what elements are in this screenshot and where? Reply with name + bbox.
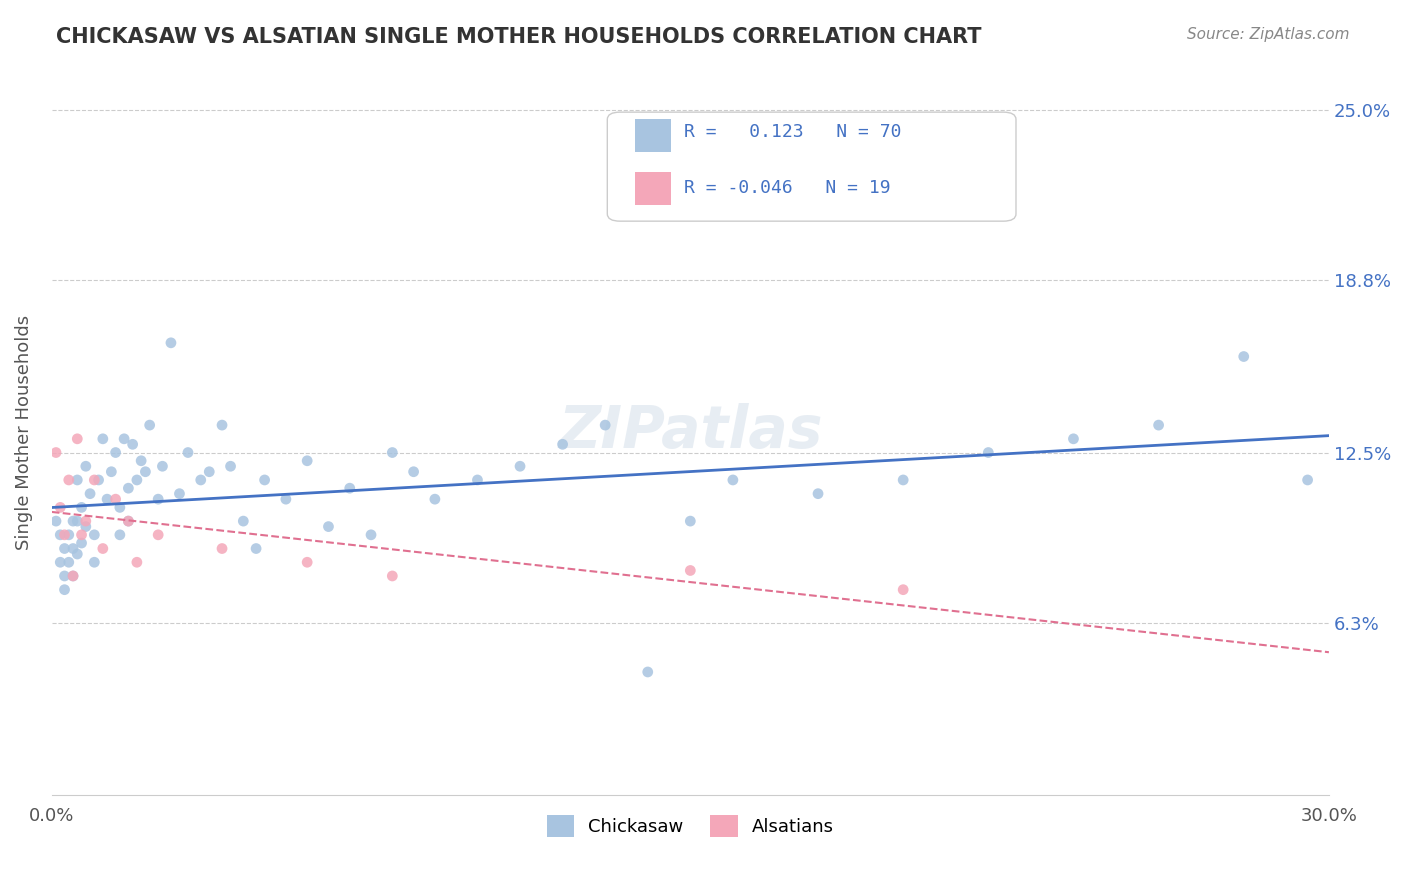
- Point: [138, 418, 160, 433]
- Point: [91, 541, 114, 556]
- Point: [148, 528, 170, 542]
- Point: [117, 514, 139, 528]
- Point: [509, 459, 531, 474]
- Point: [423, 492, 446, 507]
- Point: [79, 486, 101, 500]
- Point: [62, 569, 84, 583]
- Point: [679, 514, 702, 528]
- Point: [75, 459, 97, 474]
- Point: [467, 473, 489, 487]
- Point: [70, 528, 93, 542]
- Point: [381, 445, 404, 459]
- Point: [66, 514, 89, 528]
- Point: [66, 473, 89, 487]
- Point: [134, 465, 156, 479]
- Point: [66, 432, 89, 446]
- Point: [112, 432, 135, 446]
- Point: [70, 500, 93, 515]
- Point: [211, 418, 233, 433]
- Point: [891, 473, 914, 487]
- Bar: [636, 172, 671, 205]
- Point: [45, 445, 67, 459]
- Point: [245, 541, 267, 556]
- Text: ZIPatlas: ZIPatlas: [558, 403, 823, 460]
- Point: [91, 432, 114, 446]
- Point: [53, 528, 76, 542]
- Point: [807, 486, 830, 500]
- Point: [87, 473, 110, 487]
- Point: [83, 473, 105, 487]
- Point: [402, 465, 425, 479]
- Point: [58, 473, 80, 487]
- Point: [45, 514, 67, 528]
- Point: [339, 481, 361, 495]
- Point: [891, 582, 914, 597]
- Point: [96, 492, 118, 507]
- Point: [104, 492, 127, 507]
- Point: [318, 519, 340, 533]
- Point: [62, 569, 84, 583]
- Point: [177, 445, 200, 459]
- Point: [977, 445, 1000, 459]
- Point: [108, 500, 131, 515]
- Point: [83, 528, 105, 542]
- Point: [121, 437, 143, 451]
- Point: [49, 528, 72, 542]
- Point: [148, 492, 170, 507]
- Point: [198, 465, 221, 479]
- Point: [49, 500, 72, 515]
- Point: [75, 519, 97, 533]
- Point: [381, 569, 404, 583]
- Point: [274, 492, 297, 507]
- Point: [360, 528, 382, 542]
- Point: [75, 514, 97, 528]
- Point: [721, 473, 744, 487]
- Point: [1147, 418, 1170, 433]
- Point: [253, 473, 276, 487]
- Text: CHICKASAW VS ALSATIAN SINGLE MOTHER HOUSEHOLDS CORRELATION CHART: CHICKASAW VS ALSATIAN SINGLE MOTHER HOUS…: [56, 27, 981, 46]
- Point: [100, 465, 122, 479]
- Point: [70, 536, 93, 550]
- Point: [295, 555, 318, 569]
- Point: [104, 445, 127, 459]
- Point: [152, 459, 174, 474]
- Point: [58, 555, 80, 569]
- Point: [66, 547, 89, 561]
- Point: [117, 481, 139, 495]
- Text: R = -0.046   N = 19: R = -0.046 N = 19: [683, 178, 890, 197]
- Point: [593, 418, 616, 433]
- Point: [169, 486, 191, 500]
- Legend: Chickasaw, Alsatians: Chickasaw, Alsatians: [540, 808, 841, 845]
- Point: [53, 541, 76, 556]
- Point: [190, 473, 212, 487]
- Text: R =   0.123   N = 70: R = 0.123 N = 70: [683, 123, 901, 142]
- FancyBboxPatch shape: [607, 112, 1017, 221]
- Point: [1062, 432, 1084, 446]
- Point: [211, 541, 233, 556]
- Text: Source: ZipAtlas.com: Source: ZipAtlas.com: [1187, 27, 1350, 42]
- Point: [1296, 473, 1319, 487]
- Point: [49, 555, 72, 569]
- Point: [637, 665, 659, 679]
- Point: [551, 437, 574, 451]
- Point: [295, 454, 318, 468]
- Point: [1233, 350, 1256, 364]
- Point: [160, 335, 183, 350]
- Point: [53, 569, 76, 583]
- Point: [53, 582, 76, 597]
- Point: [125, 473, 148, 487]
- Point: [232, 514, 254, 528]
- Bar: [636, 120, 671, 153]
- Point: [117, 514, 139, 528]
- Point: [108, 528, 131, 542]
- Point: [62, 541, 84, 556]
- Point: [83, 555, 105, 569]
- Point: [125, 555, 148, 569]
- Point: [129, 454, 152, 468]
- Point: [58, 528, 80, 542]
- Y-axis label: Single Mother Households: Single Mother Households: [15, 314, 32, 549]
- Point: [679, 564, 702, 578]
- Point: [219, 459, 242, 474]
- Point: [62, 514, 84, 528]
